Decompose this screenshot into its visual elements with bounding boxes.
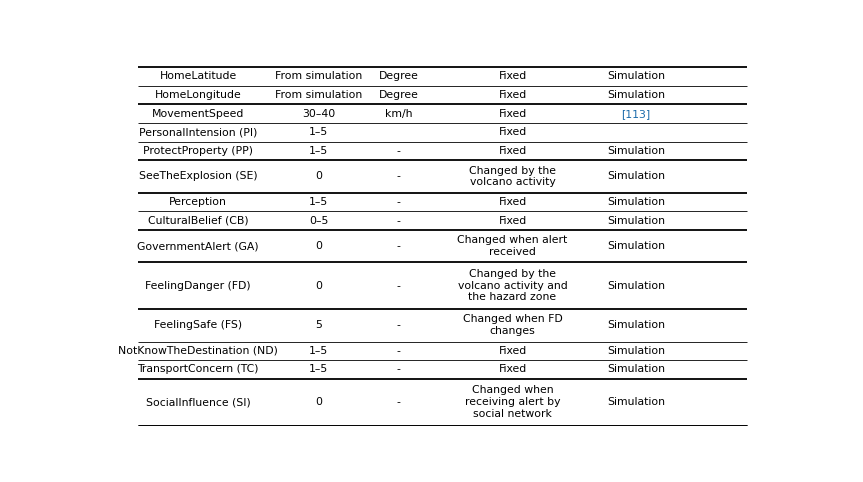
Text: MovementSpeed: MovementSpeed — [152, 108, 244, 119]
Text: 1–5: 1–5 — [309, 127, 328, 137]
Text: FeelingDanger (FD): FeelingDanger (FD) — [145, 281, 251, 291]
Text: Fixed: Fixed — [499, 364, 526, 375]
Text: Simulation: Simulation — [608, 172, 665, 181]
Text: 0: 0 — [315, 281, 322, 291]
Text: SeeTheExplosion (SE): SeeTheExplosion (SE) — [139, 172, 257, 181]
Text: Changed when
receiving alert by
social network: Changed when receiving alert by social n… — [465, 386, 560, 418]
Text: FeelingSafe (FS): FeelingSafe (FS) — [154, 320, 243, 330]
Text: Perception: Perception — [169, 197, 227, 207]
Text: Simulation: Simulation — [608, 71, 665, 81]
Text: Fixed: Fixed — [499, 90, 526, 100]
Text: Simulation: Simulation — [608, 215, 665, 226]
Text: -: - — [397, 172, 400, 181]
Text: -: - — [397, 146, 400, 156]
Text: Simulation: Simulation — [608, 364, 665, 375]
Text: 1–5: 1–5 — [309, 197, 328, 207]
Text: Fixed: Fixed — [499, 197, 526, 207]
Text: 5: 5 — [315, 320, 322, 330]
Text: 0–5: 0–5 — [309, 215, 328, 226]
Text: Fixed: Fixed — [499, 346, 526, 356]
Text: Simulation: Simulation — [608, 90, 665, 100]
Text: -: - — [397, 197, 400, 207]
Text: CulturalBelief (CB): CulturalBelief (CB) — [148, 215, 249, 226]
Text: GovernmentAlert (GA): GovernmentAlert (GA) — [137, 241, 259, 251]
Text: 30–40: 30–40 — [302, 108, 335, 119]
Text: Simulation: Simulation — [608, 146, 665, 156]
Text: 0: 0 — [315, 241, 322, 251]
Text: -: - — [397, 346, 400, 356]
Text: 1–5: 1–5 — [309, 364, 328, 375]
Text: Changed by the
volcano activity: Changed by the volcano activity — [469, 166, 556, 187]
Text: 0: 0 — [315, 172, 322, 181]
Text: Simulation: Simulation — [608, 320, 665, 330]
Text: -: - — [397, 364, 400, 375]
Text: 0: 0 — [315, 397, 322, 407]
Text: km/h: km/h — [385, 108, 413, 119]
Text: Degree: Degree — [379, 90, 419, 100]
Text: HomeLongitude: HomeLongitude — [154, 90, 242, 100]
Text: [113]: [113] — [621, 108, 651, 119]
Text: Changed by the
volcano activity and
the hazard zone: Changed by the volcano activity and the … — [457, 269, 567, 302]
Text: ProtectProperty (PP): ProtectProperty (PP) — [143, 146, 253, 156]
Text: From simulation: From simulation — [275, 71, 362, 81]
Text: HomeLatitude: HomeLatitude — [160, 71, 236, 81]
Text: Fixed: Fixed — [499, 215, 526, 226]
Text: -: - — [397, 241, 400, 251]
Text: PersonalIntension (PI): PersonalIntension (PI) — [139, 127, 257, 137]
Text: -: - — [397, 397, 400, 407]
Text: Simulation: Simulation — [608, 197, 665, 207]
Text: Degree: Degree — [379, 71, 419, 81]
Text: Fixed: Fixed — [499, 108, 526, 119]
Text: Simulation: Simulation — [608, 241, 665, 251]
Text: Changed when FD
changes: Changed when FD changes — [463, 314, 563, 336]
Text: 1–5: 1–5 — [309, 146, 328, 156]
Text: Changed when alert
received: Changed when alert received — [457, 235, 568, 257]
Text: 1–5: 1–5 — [309, 346, 328, 356]
Text: Simulation: Simulation — [608, 346, 665, 356]
Text: Fixed: Fixed — [499, 127, 526, 137]
Text: SocialInfluence (SI): SocialInfluence (SI) — [146, 397, 250, 407]
Text: Fixed: Fixed — [499, 146, 526, 156]
Text: -: - — [397, 281, 400, 291]
Text: Fixed: Fixed — [499, 71, 526, 81]
Text: Simulation: Simulation — [608, 397, 665, 407]
Text: From simulation: From simulation — [275, 90, 362, 100]
Text: -: - — [397, 320, 400, 330]
Text: NotKnowTheDestination (ND): NotKnowTheDestination (ND) — [118, 346, 278, 356]
Text: -: - — [397, 215, 400, 226]
Text: TransportConcern (TC): TransportConcern (TC) — [137, 364, 259, 375]
Text: Simulation: Simulation — [608, 281, 665, 291]
